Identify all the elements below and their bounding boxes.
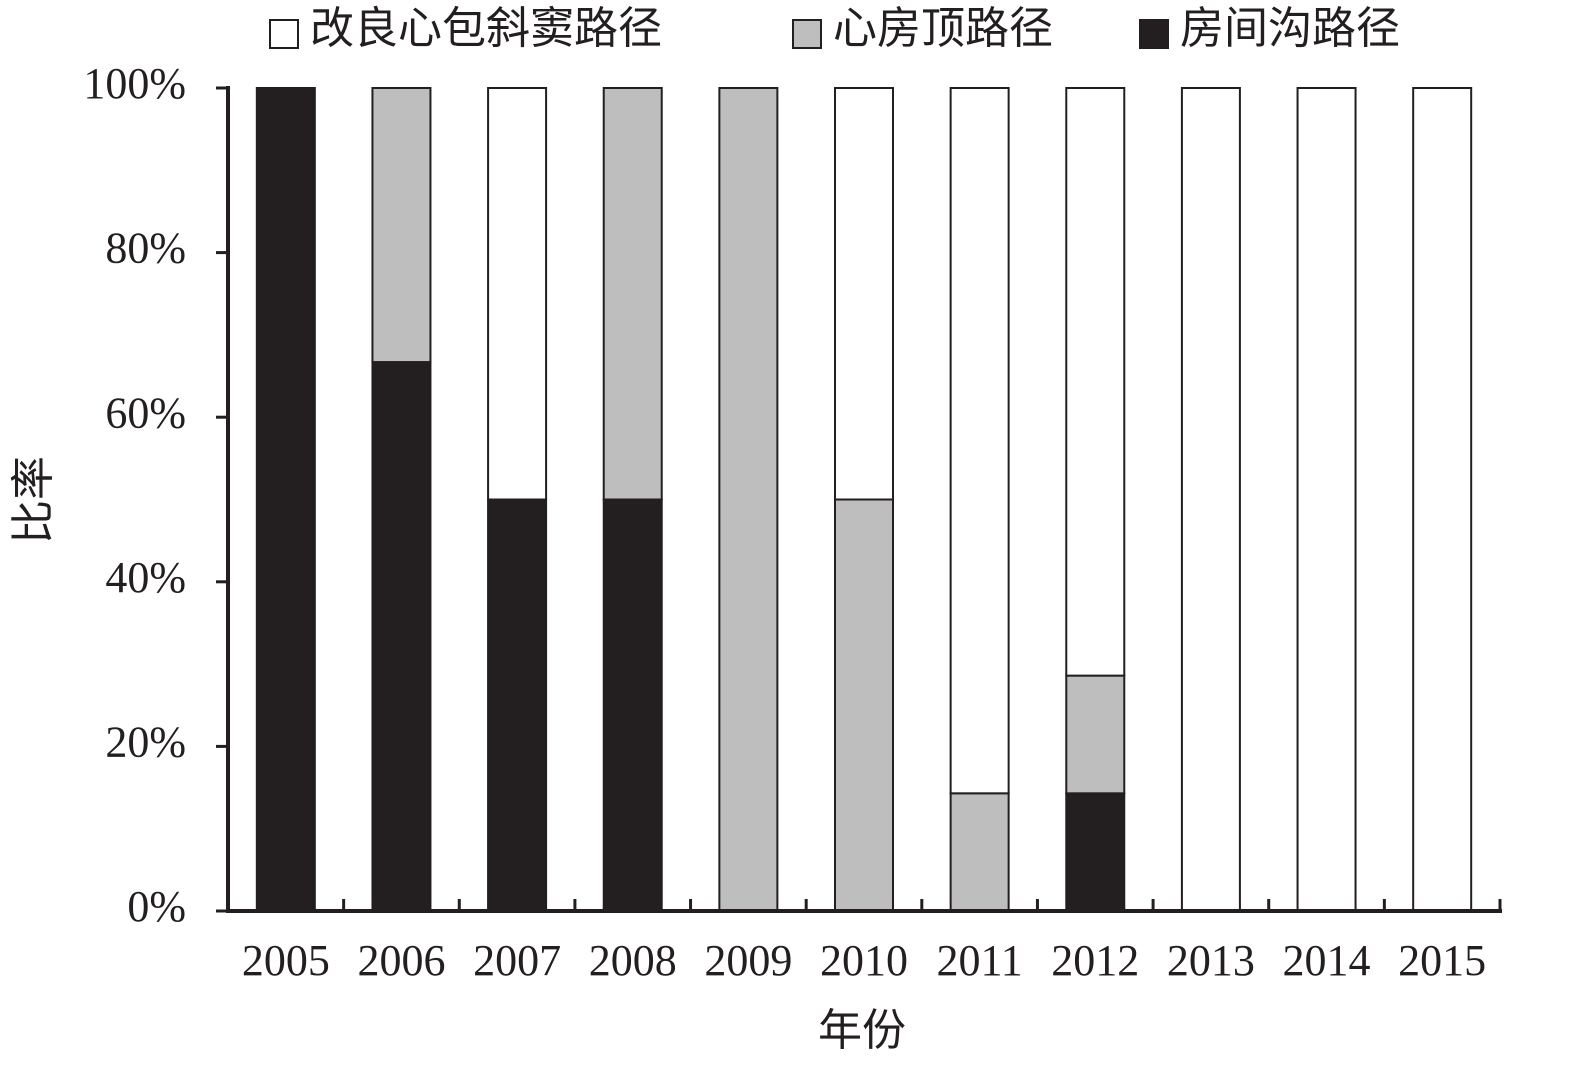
x-tick-label: 2006 bbox=[357, 936, 445, 985]
x-tick-label: 2012 bbox=[1051, 936, 1139, 985]
legend-swatch bbox=[1139, 19, 1169, 49]
x-tick-label: 2014 bbox=[1283, 936, 1371, 985]
legend-label: 心房顶路径 bbox=[833, 4, 1053, 53]
bar-segment bbox=[371, 361, 432, 912]
bar-segment bbox=[602, 87, 663, 501]
bar-segment bbox=[1412, 87, 1473, 912]
x-tick-label: 2008 bbox=[589, 936, 677, 985]
bar-segment bbox=[602, 498, 663, 912]
bar-segment bbox=[1065, 87, 1126, 677]
x-tick-label: 2005 bbox=[242, 936, 330, 985]
legend-label: 改良心包斜窦路径 bbox=[310, 4, 662, 53]
bar-segment bbox=[487, 498, 548, 912]
bar-segment bbox=[1065, 674, 1126, 795]
bar-segment bbox=[1065, 792, 1126, 912]
bar-segment bbox=[255, 87, 316, 912]
bar-segment bbox=[949, 792, 1010, 912]
x-tick-label: 2015 bbox=[1398, 936, 1486, 985]
bar-segment bbox=[371, 87, 432, 364]
bar-segment bbox=[949, 87, 1010, 795]
bar-segment bbox=[487, 87, 548, 501]
y-tick-label: 80% bbox=[105, 224, 186, 273]
legend-swatch bbox=[269, 19, 299, 49]
bar-segment bbox=[1180, 87, 1241, 912]
x-axis-label: 年份 bbox=[818, 1006, 906, 1055]
x-tick-label: 2013 bbox=[1167, 936, 1255, 985]
bar-segment bbox=[1296, 87, 1357, 912]
legend-label: 房间沟路径 bbox=[1180, 4, 1400, 53]
bar-segment bbox=[718, 87, 779, 912]
x-tick-label: 2009 bbox=[704, 936, 792, 985]
bar-segment bbox=[834, 87, 894, 501]
y-axis-label: 比率 bbox=[9, 456, 58, 544]
x-tick-label: 2007 bbox=[473, 936, 561, 985]
y-tick-label: 0% bbox=[127, 882, 186, 931]
y-tick-label: 20% bbox=[105, 717, 186, 766]
y-tick-label: 60% bbox=[105, 388, 186, 437]
bar-segment bbox=[834, 498, 894, 912]
y-tick-label: 100% bbox=[83, 59, 186, 108]
x-tick-label: 2011 bbox=[936, 936, 1022, 985]
legend-swatch bbox=[792, 19, 822, 49]
y-tick-label: 40% bbox=[105, 553, 186, 602]
x-tick-label: 2010 bbox=[820, 936, 908, 985]
